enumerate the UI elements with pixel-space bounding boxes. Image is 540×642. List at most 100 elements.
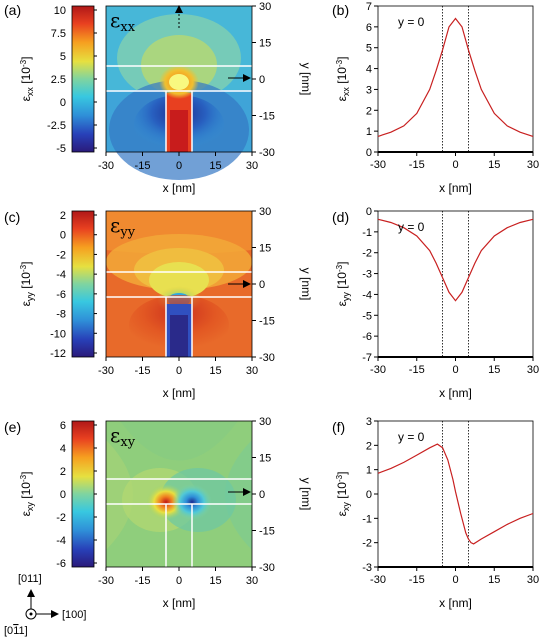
orientation-right-label: [100] (62, 609, 86, 621)
series-line (377, 17, 534, 137)
y-tick-label: 2 (366, 105, 372, 117)
colorbar-tick-label: 6 (60, 420, 66, 432)
map-exy-xticks: -30 -15 0 15 30 (98, 567, 258, 587)
x-tick-label: 30 (527, 574, 539, 586)
colorbar-tick-label: -6 (56, 289, 66, 301)
map-xtick-label: 15 (209, 575, 221, 587)
map-eyy-xticks: -30 -15 0 15 30 (98, 357, 258, 377)
colorbar-tick-label: -4 (56, 269, 66, 281)
colorbar-tick-label: 7.5 (51, 28, 66, 40)
map-xtick-label: -30 (98, 365, 114, 377)
map-exx: εxx -30 -15 0 15 30 30 15 0 -15 -30 x [nm] y [nm… (98, 1, 313, 195)
colorbar-tick-label: 2.5 (51, 74, 66, 86)
x-tick-label: -15 (409, 364, 425, 376)
map-ytick-label: -30 (259, 147, 275, 159)
y-tick-label: -3 (362, 562, 372, 574)
y-tick-label: -4 (362, 289, 372, 301)
x-tick-label: 0 (452, 574, 458, 586)
y-tick-label: 1 (366, 465, 372, 477)
x-tick-label: 30 (527, 364, 539, 376)
map-eyy-label: εyy (110, 213, 136, 240)
x-tick-label: 15 (488, 574, 500, 586)
map-eyy: εyy -30 -15 0 15 30 30 15 0 -15 -30 x [nm] y [nm… (98, 206, 313, 400)
x-tick-label: 30 (527, 159, 539, 171)
map-ytick-label: 30 (259, 416, 271, 428)
map-exy-label: εxy (110, 423, 136, 450)
x-tick-label: 0 (452, 159, 458, 171)
y-tick-label: 6 (366, 22, 372, 34)
annotation-label: y = 0 (398, 430, 425, 444)
colorbar-tick-label: -2 (56, 512, 66, 524)
colorbar-tick-label: 10 (54, 5, 66, 17)
y-tick-label: -6 (362, 331, 372, 343)
map-exy: εxy -30 -15 0 15 30 30 15 0 -15 -30 x [nm] y [nm… (98, 416, 313, 610)
map-ytick-label: 15 (259, 38, 271, 50)
colorbar-tick-label: -2.5 (47, 120, 66, 132)
map-ytick-label: 15 (259, 243, 271, 255)
map-ytick-label: -15 (259, 526, 275, 538)
map-ytick-label: -30 (259, 352, 275, 364)
colorbar-tick-label: 0 (60, 230, 66, 242)
map-ytick-label: -15 (259, 316, 275, 328)
map-ytick-label: 0 (259, 74, 265, 86)
map-xtick-label: -15 (135, 160, 151, 172)
panel-label-f: (f) (332, 419, 345, 435)
map-xtick-label: 30 (246, 365, 258, 377)
orientation-up-label: [011] (18, 573, 42, 585)
x-tick-label: -15 (409, 574, 425, 586)
map-xtick-label: -15 (135, 575, 151, 587)
map-exx-xticks: -30 -15 0 15 30 (98, 152, 258, 172)
map-ytick-label: 0 (259, 489, 265, 501)
y-tick-label: 1 (366, 126, 372, 138)
panel-label-d: (d) (332, 209, 349, 225)
map-exy-xlabel: x [nm] (163, 596, 196, 610)
x-axis-label: x [nm] (439, 181, 472, 195)
map-xtick-label: 15 (209, 365, 221, 377)
map-xtick-label: 30 (246, 160, 258, 172)
annotation-label: y = 0 (398, 15, 425, 29)
colorbar-tick-label: 2 (60, 210, 66, 222)
colorbar-exx-ticks: 10 7.5 5 2.5 0 -2.5 -5 (47, 5, 97, 155)
colorbar-tick-label: -5 (56, 143, 66, 155)
map-exx-label: εxx (110, 8, 136, 35)
y-tick-label: -7 (362, 352, 372, 364)
colorbar-tick-label: -12 (50, 348, 66, 360)
map-exx-yticks: 30 15 0 -15 -30 (252, 1, 275, 159)
map-ytick-label: 15 (259, 453, 271, 465)
colorbar-tick-label: -10 (50, 328, 66, 340)
map-xtick-label: -30 (98, 575, 114, 587)
crystal-orientation: [011] [100] [011] (4, 573, 86, 637)
series-line (377, 218, 534, 302)
colorbar-tick-label: -2 (56, 249, 66, 261)
panel-label-c: (c) (4, 209, 20, 225)
y-axis-label: εxy [10-3] (335, 472, 351, 517)
map-xtick-label: -15 (135, 365, 151, 377)
y-tick-label: 3 (366, 416, 372, 428)
y-tick-label: 2 (366, 440, 372, 452)
y-axis-label: εxx [10-3] (335, 57, 351, 102)
line-chart-f: -30 -15 0 15 30 3 2 1 0 -1 -2 -3 y = 0 x [nm] εxy [10-… (335, 416, 539, 610)
colorbar-eyy-label: εyy [10-3] (19, 262, 35, 307)
map-exx-xlabel: x [nm] (163, 181, 196, 195)
y-tick-label: -3 (362, 269, 372, 281)
colorbar-tick-label: -4 (56, 535, 66, 547)
panel-label-b: (b) (332, 2, 349, 18)
map-exx-ylabel: y [nm] (299, 63, 313, 96)
colorbar-tick-label: -8 (56, 309, 66, 321)
map-xtick-label: 30 (246, 575, 258, 587)
line-chart-d: -30 -15 0 15 30 0 -1 -2 -3 -4 -5 -6 -7 y = 0 x [nm] εyy… (335, 206, 539, 400)
map-ytick-label: -15 (259, 111, 275, 123)
y-tick-label: 7 (366, 1, 372, 13)
x-tick-label: 15 (488, 159, 500, 171)
y-tick-label: -5 (362, 310, 372, 322)
annotation-label: y = 0 (398, 220, 425, 234)
colorbar-exy-ticks: 6 4 2 0 -2 -4 -6 (56, 420, 97, 570)
y-tick-label: -2 (362, 248, 372, 260)
panel-label-a: (a) (4, 2, 21, 18)
colorbar-eyy: 2 0 -2 -4 -6 -8 -10 -12 εyy [10-3] (19, 210, 97, 360)
colorbar-exx: 10 7.5 5 2.5 0 -2.5 -5 εxx [10-3] (19, 5, 97, 155)
map-exy-ylabel: y [nm] (299, 478, 313, 511)
y-tick-label: 0 (366, 147, 372, 159)
map-eyy-xlabel: x [nm] (163, 386, 196, 400)
y-axis-label: εyy [10-3] (335, 262, 351, 307)
